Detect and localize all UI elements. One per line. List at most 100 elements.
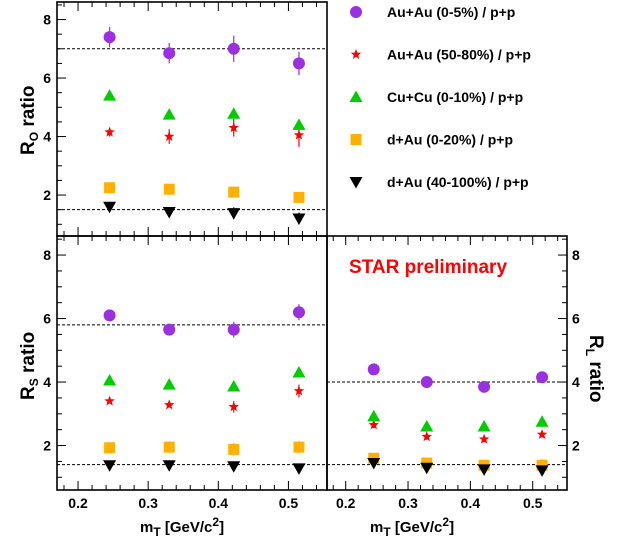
- series-au-au-0-5-p-p: [367, 363, 549, 393]
- series-au-au-0-5-p-p: [103, 304, 305, 338]
- x-tick-label: 0.2: [68, 495, 88, 511]
- data-point-triangle-down: [535, 465, 549, 477]
- y-tick-label: 8: [43, 247, 51, 263]
- data-point-triangle-down: [103, 201, 117, 214]
- series-au-au-0-5-p-p: [103, 26, 305, 76]
- panel-bottom-left-frame: [56, 235, 328, 491]
- legend: Au+Au (0-5%) / p+p Au+Au (50-80%) / p+p Cu…: [349, 4, 531, 190]
- y-axis-title-ro: RO ratio: [18, 85, 41, 155]
- x-tick-label: 0.4: [209, 495, 229, 511]
- legend-label: Cu+Cu (0-10%) / p+p: [387, 89, 523, 105]
- data-point-triangle-down: [103, 460, 117, 472]
- series-cu-cu-0-10-p-p: [367, 409, 549, 432]
- series-d-au-40-100-p-p: [103, 460, 306, 475]
- data-point-triangle-up: [103, 373, 117, 386]
- data-point-star: [104, 395, 115, 406]
- data-point-star: [421, 431, 432, 442]
- y-tick-label: 2: [572, 438, 580, 454]
- data-point-circle: [103, 31, 116, 44]
- data-point-circle: [163, 323, 176, 336]
- legend-label: Au+Au (50-80%) / p+p: [387, 47, 531, 63]
- data-point-square: [293, 191, 305, 203]
- data-point-circle: [478, 380, 491, 393]
- series-d-au-0-20-p-p: [104, 182, 305, 203]
- y-tick-label: 8: [572, 247, 580, 263]
- series-cu-cu-0-10-p-p: [103, 89, 306, 130]
- data-point-star: [293, 385, 305, 396]
- data-point-square: [228, 443, 240, 455]
- data-point-square: [163, 441, 175, 453]
- star-preliminary-label: STAR preliminary: [349, 257, 507, 278]
- y-tick-label: 2: [43, 187, 51, 203]
- data-point-triangle-down: [162, 207, 176, 219]
- data-point-triangle-down: [292, 213, 306, 225]
- legend-label: Au+Au (0-5%) / p+p: [387, 4, 515, 20]
- data-point-triangle-up: [477, 420, 491, 432]
- x-tick-label: 0.3: [138, 495, 158, 511]
- data-point-triangle-up: [162, 378, 176, 390]
- x-tick-label: 0.3: [398, 495, 418, 511]
- data-point-triangle-up: [162, 108, 176, 120]
- data-point-triangle-up: [420, 420, 434, 432]
- y-tick-label: 4: [43, 129, 51, 145]
- data-point-star: [478, 433, 490, 444]
- legend-marker-square: [350, 134, 362, 145]
- y-tick-label: 6: [572, 311, 580, 327]
- data-point-triangle-down: [420, 462, 434, 475]
- y-tick-label: 4: [43, 374, 51, 390]
- data-point-star: [163, 131, 175, 141]
- data-point-triangle-up: [103, 89, 117, 101]
- series-d-au-0-20-p-p: [104, 440, 305, 456]
- data-point-circle: [292, 306, 305, 319]
- data-point-circle: [367, 363, 380, 376]
- series-d-au-40-100-p-p: [103, 201, 306, 225]
- data-point-square: [536, 459, 548, 471]
- series-cu-cu-0-10-p-p: [103, 366, 306, 392]
- data-point-triangle-up: [292, 118, 306, 130]
- panel-bottom-right-frame: [326, 235, 568, 491]
- data-point-square: [163, 183, 175, 195]
- data-point-star: [228, 401, 239, 412]
- series-au-au-50-80-p-p: [368, 419, 548, 444]
- data-point-triangle-up: [227, 379, 241, 392]
- data-point-circle: [103, 309, 116, 322]
- data-point-triangle-up: [292, 366, 306, 378]
- x-tick-label: 0.5: [279, 495, 299, 511]
- legend-label: d+Au (40-100%) / p+p: [387, 174, 529, 190]
- data-point-star: [163, 399, 175, 410]
- series-au-au-50-80-p-p: [104, 384, 305, 413]
- x-tick-label: 0.4: [461, 495, 481, 511]
- data-point-circle: [536, 371, 549, 384]
- data-point-triangle-up: [367, 409, 381, 422]
- data-point-circle: [227, 42, 240, 55]
- series-au-au-50-80-p-p: [104, 119, 305, 147]
- data-point-triangle-down: [367, 458, 381, 470]
- data-point-star: [368, 419, 379, 430]
- x-axis-title-right: mT [GeV/c2]: [370, 515, 454, 539]
- panel-top-left-frame: [56, 1, 328, 237]
- data-point-triangle-down: [477, 464, 491, 476]
- data-point-circle: [227, 323, 240, 336]
- legend-marker-triangle-down: [349, 177, 363, 189]
- series-d-au-40-100-p-p: [367, 458, 549, 477]
- data-point-triangle-down: [292, 463, 306, 475]
- series-d-au-0-20-p-p: [368, 452, 548, 472]
- data-point-circle: [163, 47, 176, 60]
- data-point-square: [104, 182, 116, 194]
- data-point-star: [536, 428, 548, 439]
- data-point-circle: [420, 376, 433, 389]
- legend-marker-triangle-up: [349, 90, 363, 102]
- data-point-star: [228, 122, 239, 133]
- data-point-triangle-down: [227, 208, 241, 220]
- data-point-circle: [292, 57, 305, 70]
- legend-marker-star: [350, 49, 362, 59]
- y-tick-label: 2: [43, 438, 51, 454]
- legend-marker-circle: [350, 6, 362, 18]
- data-point-triangle-down: [227, 461, 241, 473]
- legend-label: d+Au (0-20%) / p+p: [387, 132, 513, 148]
- panel-top-left: 2 4 6 8: [43, 2, 327, 236]
- x-axis-title-left: mT [GeV/c2]: [140, 515, 224, 539]
- panel-bottom-right: 2 4 6 8 0.2 0.3 0.4 0.5: [327, 236, 580, 511]
- y-tick-label: 8: [43, 12, 51, 28]
